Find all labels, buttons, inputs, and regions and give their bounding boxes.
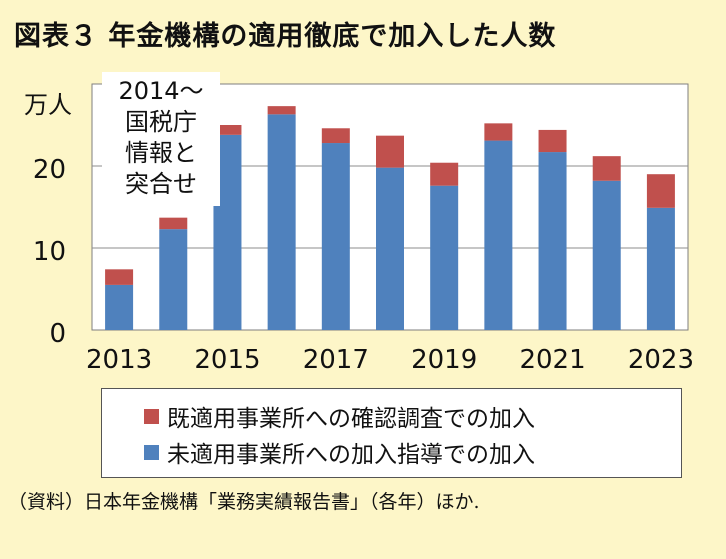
annotation-line-3: 突合せ — [125, 170, 197, 198]
x-tick-label-2019: 2019 — [411, 345, 477, 375]
y-tick-label-20: 20 — [33, 155, 66, 185]
chart-title: 図表３ 年金機構の適用徹底で加入した人数 — [14, 21, 557, 52]
bar-2014-series-1 — [159, 217, 188, 230]
y-tick-label-0: 0 — [49, 319, 66, 349]
bar-2019-series-0 — [430, 185, 459, 330]
bar-2023-series-1 — [646, 174, 675, 208]
legend-swatch-red — [144, 408, 159, 424]
bar-2016-series-0 — [267, 114, 296, 330]
source-note: （資料）日本年金機構「業務実績報告書」（各年）ほか. — [8, 491, 480, 513]
bar-2018-series-0 — [376, 167, 404, 330]
legend: 既適用事業所への確認調査での加入 未適用事業所への加入指導での加入 — [101, 388, 682, 478]
bar-2022-series-1 — [592, 156, 621, 181]
legend-item-red: 既適用事業所への確認調査での加入 — [144, 398, 681, 434]
legend-swatch-blue — [144, 444, 159, 460]
bar-2021-series-1 — [538, 129, 567, 153]
annotation-line-1: 国税庁 — [125, 108, 197, 136]
bar-2019-series-1 — [430, 162, 459, 186]
legend-label-red: 既適用事業所への確認調査での加入 — [167, 406, 535, 432]
bar-2022-series-0 — [592, 180, 621, 330]
bar-2020-series-0 — [484, 140, 513, 330]
bar-2021-series-0 — [538, 152, 567, 330]
annotation-line-2: 情報と — [125, 139, 197, 167]
bar-2014-series-0 — [159, 229, 188, 330]
y-unit-label: 万人 — [24, 91, 72, 119]
x-tick-label-2013: 2013 — [86, 345, 152, 375]
bar-2018-series-1 — [376, 135, 404, 168]
bar-2013-series-1 — [105, 269, 134, 285]
annotation-line-0: 2014～ — [118, 77, 203, 105]
bar-2023-series-0 — [646, 207, 675, 330]
x-tick-label-2015: 2015 — [194, 345, 260, 375]
x-tick-label-2017: 2017 — [303, 345, 369, 375]
bar-2020-series-1 — [484, 123, 513, 141]
x-tick-label-2021: 2021 — [519, 345, 585, 375]
legend-item-blue: 未適用事業所への加入指導での加入 — [144, 434, 681, 470]
chart-plot: 0 10 20 2013 2015 2017 2019 2021 2023 万人 2014～ 国… — [24, 72, 694, 375]
y-tick-label-10: 10 — [33, 237, 66, 267]
bar-2016-series-1 — [267, 106, 296, 115]
bar-2017-series-0 — [321, 143, 350, 330]
bar-2015-series-1 — [213, 125, 242, 135]
bar-2013-series-0 — [105, 284, 134, 330]
legend-label-blue: 未適用事業所への加入指導での加入 — [167, 442, 535, 468]
bar-2017-series-1 — [321, 128, 350, 144]
x-tick-label-2023: 2023 — [628, 345, 694, 375]
annotation-box — [102, 72, 220, 206]
